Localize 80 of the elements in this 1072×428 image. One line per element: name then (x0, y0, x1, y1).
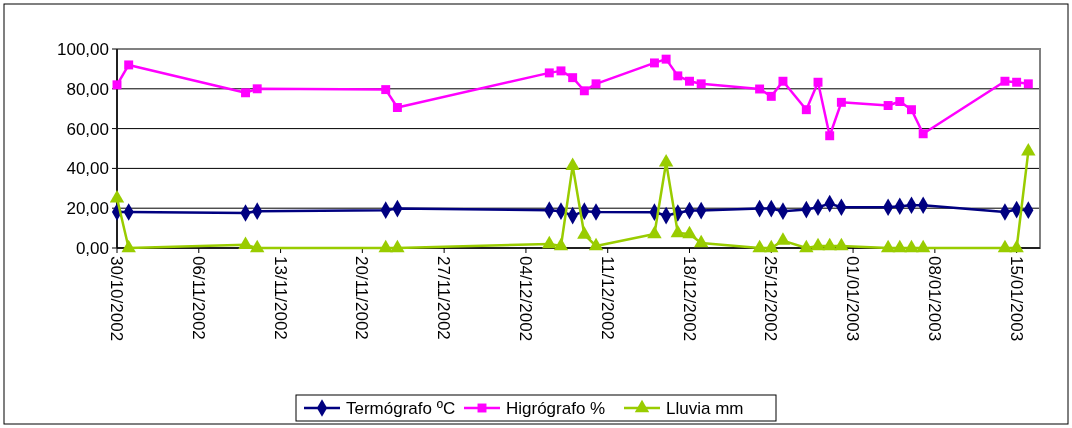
y-tick-label: 0,00 (75, 238, 109, 258)
legend-label: Lluvia mm (666, 398, 744, 418)
point (670, 224, 686, 238)
point (693, 234, 709, 248)
point (825, 131, 835, 141)
point (568, 73, 578, 83)
x-tick-label: 27/11/2002 (434, 256, 454, 340)
x-tick-label: 25/12/2002 (761, 256, 781, 342)
x-tick-label: 30/10/2002 (107, 256, 127, 342)
x-tick-label: 08/01/2003 (924, 256, 944, 342)
point (109, 189, 125, 203)
point (752, 239, 767, 253)
point (764, 239, 779, 253)
x-tick-label: 01/01/2003 (843, 256, 863, 342)
y-tick-label: 100,00 (57, 39, 109, 59)
point (685, 76, 694, 86)
point (577, 226, 592, 239)
point (124, 60, 134, 70)
point (381, 85, 391, 95)
y-tick-label: 20,00 (66, 199, 109, 219)
point (649, 58, 659, 68)
point (661, 54, 671, 64)
y-tick-label: 80,00 (66, 79, 109, 99)
point (252, 84, 262, 94)
point (1009, 239, 1024, 253)
point (1021, 142, 1036, 156)
x-tick-label: 20/11/2002 (352, 256, 372, 340)
legend-label: Higrógrafo % (506, 398, 606, 418)
point (778, 76, 788, 86)
point (907, 105, 916, 115)
point (904, 239, 919, 253)
point (544, 68, 554, 78)
point (810, 237, 826, 251)
point (997, 239, 1013, 253)
point (591, 79, 601, 89)
point (249, 239, 265, 253)
point (647, 225, 662, 239)
point (799, 239, 814, 253)
point (241, 88, 250, 98)
point (682, 225, 697, 239)
point (579, 86, 589, 96)
point (834, 237, 849, 251)
point (1023, 79, 1033, 89)
point (238, 236, 253, 249)
point (766, 91, 776, 101)
point (918, 129, 928, 139)
point (121, 239, 136, 253)
y-tick-label: 60,00 (66, 119, 109, 139)
point (895, 97, 905, 107)
x-tick-label: 13/11/2002 (270, 256, 290, 340)
point (658, 154, 674, 167)
point (1000, 76, 1010, 86)
point (556, 66, 566, 76)
point (775, 232, 791, 245)
point (553, 237, 569, 251)
point (801, 105, 811, 115)
point (565, 157, 580, 170)
x-tick-label: 06/11/2002 (188, 256, 208, 340)
point (915, 239, 931, 253)
legend-label: Termógrafo ºC (346, 398, 456, 418)
point (542, 235, 557, 249)
point (696, 79, 706, 89)
y-tick-label: 40,00 (66, 159, 109, 179)
x-tick-label: 04/12/2002 (515, 256, 535, 342)
x-tick-label: 18/12/2002 (679, 256, 699, 342)
point (813, 77, 823, 87)
x-tick-label: 11/12/2002 (597, 256, 617, 340)
point (1012, 77, 1022, 87)
point (880, 239, 896, 253)
point (836, 97, 846, 107)
point (892, 239, 908, 253)
point (673, 71, 683, 81)
point (378, 239, 393, 253)
point (390, 239, 405, 253)
point (755, 84, 765, 94)
point (392, 103, 402, 112)
point (588, 237, 604, 251)
x-tick-label: 15/01/2003 (1006, 256, 1026, 342)
point (883, 101, 893, 110)
point (822, 237, 837, 251)
